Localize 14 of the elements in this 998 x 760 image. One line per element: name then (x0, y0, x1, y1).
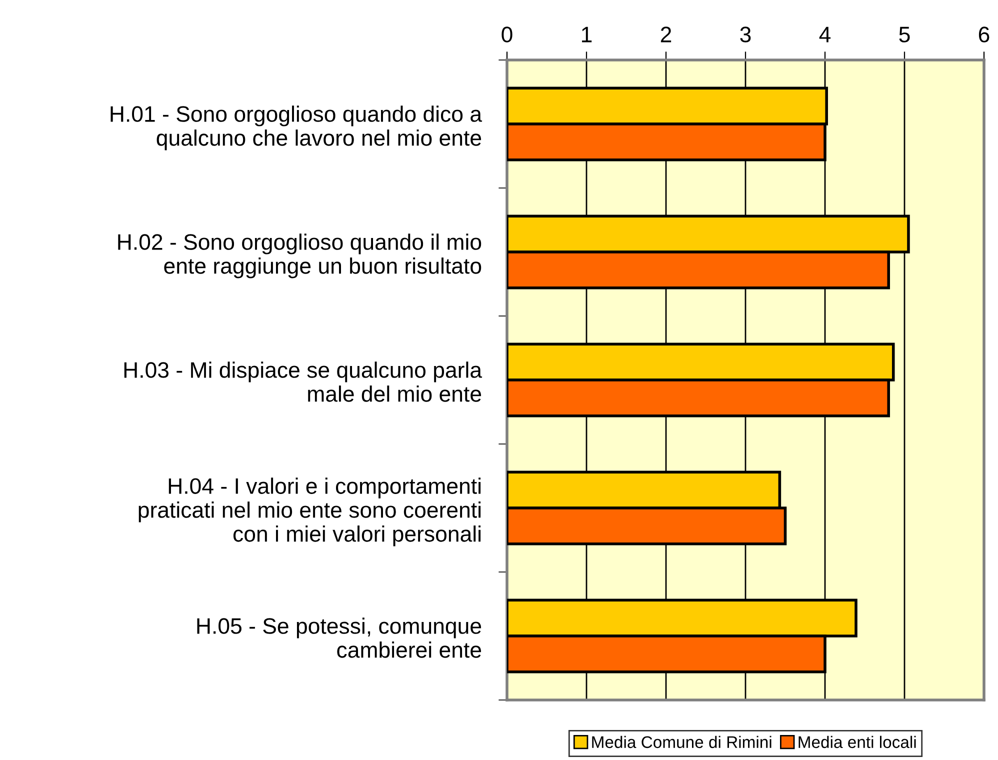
x-tick-label: 5 (899, 26, 910, 42)
x-tick-label: 6 (978, 26, 990, 42)
y-tick-label: H.02 - Sono orgoglioso quando il mio ente raggiunge un buon risultato (118, 234, 482, 278)
y-tick-label: H.05 - Se potessi, comunque cambierei ente (197, 618, 482, 658)
y-tick-label: H.04 - I valori e i comportamenti praticati nel mio ente sono coerenti con i miei valori personali (138, 478, 481, 546)
legend-label: Media Comune di Rimini (592, 736, 772, 748)
y-tick-label: H.01 - Sono orgoglioso quando dico a qualcuno che lavoro nel mio ente (110, 106, 482, 150)
x-tick-label: 4 (819, 26, 831, 42)
y-tick-label: H.03 - Mi dispiace se qualcuno parla male del mio ente (124, 362, 482, 402)
x-tick-label: 2 (660, 26, 672, 42)
x-tick-label: 1 (582, 26, 592, 42)
legend-label: Media enti locali (798, 736, 916, 748)
x-tick-label: 0 (502, 26, 512, 42)
x-tick-label: 3 (740, 26, 751, 42)
